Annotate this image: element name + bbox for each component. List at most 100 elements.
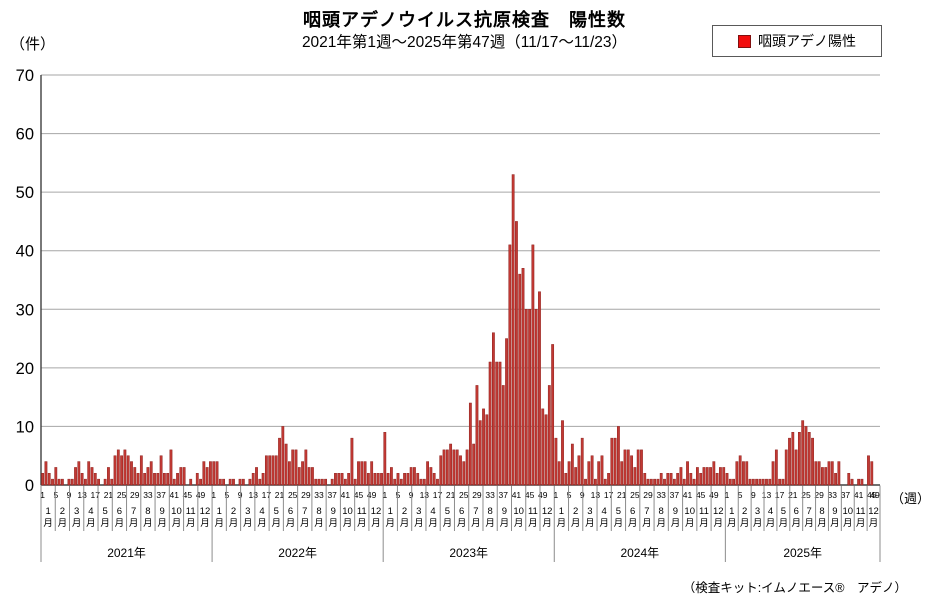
bar (784, 449, 788, 486)
week-tick-label: 13 (420, 490, 430, 500)
month-label: 12 (200, 506, 211, 517)
week-tick-label: 17 (775, 490, 785, 500)
bar (722, 467, 726, 486)
bar (817, 461, 821, 486)
month-label: 4 (259, 506, 264, 517)
week-tick-label: 9 (751, 490, 756, 500)
bar (172, 478, 176, 486)
bar (857, 478, 861, 486)
bar (442, 449, 446, 486)
month-label: 月 (428, 518, 438, 529)
bar (103, 478, 107, 486)
bar (116, 449, 120, 486)
bar (837, 461, 841, 486)
bar (636, 449, 640, 486)
bar (60, 478, 64, 486)
bar (867, 455, 870, 486)
bar (107, 467, 110, 486)
week-tick-label: 33 (143, 490, 153, 500)
month-label: 4 (430, 506, 435, 517)
month-label: 7 (131, 506, 136, 517)
month-label: 11 (856, 506, 866, 517)
bar (130, 461, 133, 486)
month-label: 6 (288, 506, 293, 517)
bar (366, 473, 370, 486)
bar (462, 461, 466, 486)
month-label: 月 (740, 518, 750, 529)
bar (475, 385, 479, 486)
month-label: 8 (819, 506, 824, 517)
bar (97, 478, 100, 486)
month-label: 5 (445, 506, 450, 517)
bar (567, 461, 571, 486)
week-tick-label: 21 (104, 490, 114, 500)
bar (195, 473, 199, 486)
month-label: 月 (100, 518, 110, 529)
bar (610, 437, 614, 486)
bar (656, 478, 660, 486)
bar (202, 461, 206, 486)
bar (574, 467, 578, 486)
week-tick-label: 45 (696, 490, 706, 500)
bar (554, 437, 558, 486)
bar (110, 478, 114, 486)
bar (291, 449, 295, 486)
week-tick-label: 21 (275, 490, 285, 500)
bar (663, 478, 666, 486)
week-tick-label: 29 (130, 490, 140, 500)
bar (804, 426, 808, 486)
month-label: 月 (286, 518, 296, 529)
month-label: 4 (602, 506, 607, 517)
bar (370, 461, 374, 486)
week-tick-label: 1 (40, 490, 45, 500)
week-tick-label: 5 (225, 490, 230, 500)
bar (209, 461, 212, 486)
week-tick-label: 25 (630, 490, 640, 500)
bar (284, 443, 288, 486)
month-label: 10 (171, 506, 182, 517)
month-label: 1 (559, 506, 564, 517)
week-tick-label: 29 (814, 490, 824, 500)
week-tick-label: 1 (554, 490, 559, 500)
year-label: 2024年 (620, 546, 659, 560)
month-label: 月 (557, 518, 567, 529)
bar (357, 461, 360, 486)
week-tick-label: 37 (327, 490, 337, 500)
bar (761, 478, 765, 486)
y-tick-label: 70 (16, 67, 34, 85)
bar (47, 473, 51, 486)
bar (742, 461, 745, 486)
y-tick-label: 20 (16, 360, 34, 378)
y-axis-unit-label: （件） (10, 36, 56, 53)
week-tick-label: 17 (604, 490, 614, 500)
bar (745, 461, 749, 486)
bar (778, 478, 782, 486)
bar (169, 449, 173, 486)
month-label: 3 (755, 506, 760, 517)
week-tick-label: 37 (670, 490, 680, 500)
month-label: 月 (779, 518, 789, 529)
week-tick-label: 17 (262, 490, 272, 500)
month-label: 月 (157, 518, 167, 529)
bar (126, 455, 130, 486)
bar (695, 467, 699, 486)
bar (113, 455, 117, 486)
bar (551, 344, 555, 486)
bar (672, 478, 676, 486)
bar (541, 408, 545, 486)
y-tick-label: 0 (25, 477, 34, 495)
week-tick-label: 49 (367, 490, 377, 500)
month-label: 月 (386, 518, 396, 529)
week-tick-label: 5 (567, 490, 572, 500)
bar (301, 461, 304, 486)
month-label: 月 (628, 518, 638, 529)
bar (847, 473, 851, 486)
week-tick-label: 13 (77, 490, 87, 500)
bar (337, 473, 341, 486)
bar (241, 478, 245, 486)
week-tick-label: 41 (170, 490, 180, 500)
bar (478, 420, 482, 486)
week-tick-label: 49 (196, 490, 206, 500)
bar (561, 420, 564, 486)
